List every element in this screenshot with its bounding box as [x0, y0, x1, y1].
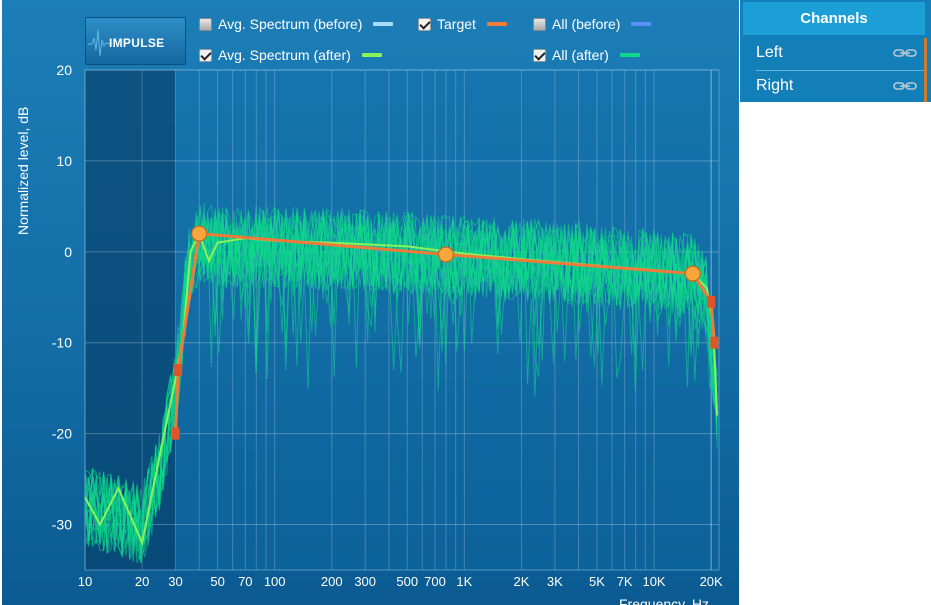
x-tick-label: 50	[210, 574, 224, 589]
channels-panel: Channels Left Right	[740, 0, 931, 102]
target-edge-handle	[707, 295, 716, 308]
legend-target[interactable]: Target	[418, 15, 507, 33]
x-tick-label: 20K	[700, 574, 723, 589]
impulse-button-label: IMPULSE	[109, 36, 165, 50]
x-tick-label: 500	[396, 574, 418, 589]
x-tick-label: 1K	[456, 574, 472, 589]
legend-swatch	[486, 22, 507, 26]
y-tick-label: -30	[52, 517, 72, 533]
x-tick-label: 30	[168, 574, 182, 589]
x-tick-label: 3K	[547, 574, 563, 589]
legend-swatch	[631, 22, 652, 26]
x-tick-label: 100	[264, 574, 286, 589]
y-tick-label: 20	[56, 62, 72, 78]
legend-label: Avg. Spectrum (after)	[218, 47, 351, 63]
checkbox-avg-spectrum-after[interactable]	[199, 48, 212, 62]
legend-avg-spectrum-after[interactable]: Avg. Spectrum (after)	[199, 46, 382, 64]
channels-header[interactable]: Channels	[743, 2, 925, 35]
spectrum-chart[interactable]: -30 -20 -10 0 10 20 10 20 30 50 70 100 200 300 500 700 1…	[2, 0, 739, 605]
checkbox-all-after[interactable]	[533, 48, 546, 62]
x-tick-label: 300	[354, 574, 376, 589]
x-tick-label: 5K	[589, 574, 605, 589]
y-tick-label: 0	[64, 244, 72, 260]
legend-all-before[interactable]: All (before)	[533, 15, 652, 33]
plot-frame	[84, 69, 720, 571]
impulse-waveform-icon	[88, 29, 110, 57]
y-tick-label: -10	[52, 335, 72, 351]
x-tick-label: 10	[78, 574, 92, 589]
legend-swatch	[619, 53, 640, 57]
checkbox-avg-spectrum-before[interactable]	[199, 17, 212, 31]
x-tick-label: 20	[135, 574, 149, 589]
legend-swatch	[361, 53, 382, 57]
checkbox-all-before[interactable]	[533, 17, 546, 31]
y-tick-label: -20	[52, 426, 72, 442]
impulse-button[interactable]: IMPULSE	[85, 17, 186, 65]
legend-swatch	[373, 22, 394, 26]
x-tick-label: 2K	[514, 574, 530, 589]
legend-label: Target	[437, 16, 476, 32]
x-tick-label: 7K	[617, 574, 633, 589]
plot-area	[85, 70, 719, 570]
legend-label: All (before)	[552, 16, 621, 32]
target-edge-handle	[174, 364, 183, 376]
link-icon[interactable]	[893, 80, 917, 92]
checkbox-target[interactable]	[418, 17, 431, 31]
channel-label: Left	[756, 44, 783, 61]
x-axis-label: Frequency, Hz	[619, 596, 709, 605]
channel-item-right[interactable]: Right	[756, 71, 927, 101]
target-edge-handle	[710, 336, 719, 349]
target-control-point[interactable]	[191, 225, 208, 242]
target-control-point[interactable]	[437, 246, 455, 263]
y-axis-label: Normalized level, dB	[15, 106, 31, 235]
target-edge-handle	[171, 427, 180, 440]
legend-all-after[interactable]: All (after)	[533, 46, 640, 64]
spectrum-chart-panel: -30 -20 -10 0 10 20 10 20 30 50 70 100 200 300 500 700 1…	[2, 0, 739, 605]
x-tick-label: 10K	[642, 574, 665, 589]
channel-selection-accent	[924, 38, 927, 102]
legend-avg-spectrum-before[interactable]: Avg. Spectrum (before)	[199, 15, 394, 33]
x-tick-label: 70	[238, 574, 252, 589]
link-icon[interactable]	[893, 47, 917, 59]
channel-item-left[interactable]: Left	[756, 38, 927, 68]
legend-label: All (after)	[552, 47, 609, 63]
y-tick-label: 10	[56, 153, 72, 169]
channel-label: Right	[756, 77, 794, 94]
x-tick-label: 200	[321, 574, 343, 589]
target-control-point[interactable]	[684, 265, 701, 282]
channel-divider	[756, 70, 926, 71]
x-tick-label: 700	[424, 574, 446, 589]
legend-label: Avg. Spectrum (before)	[218, 16, 363, 32]
